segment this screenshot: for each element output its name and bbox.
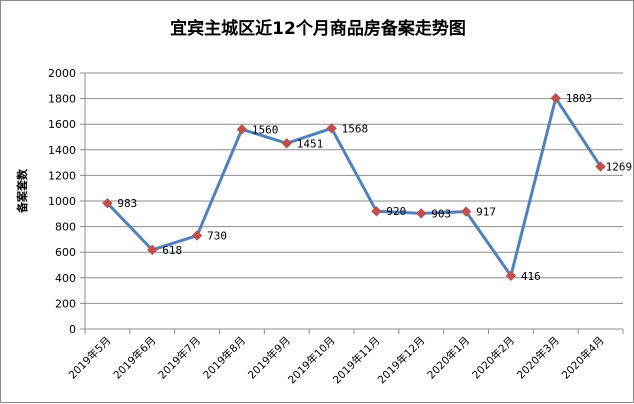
- y-tick-label: 1800: [48, 93, 76, 106]
- x-tick-label: 2019年5月: [66, 334, 114, 382]
- data-label: 618: [162, 244, 182, 257]
- series-line: [106, 96, 602, 278]
- data-label: 1560: [252, 123, 279, 136]
- x-tick-label: 2020年4月: [559, 334, 607, 382]
- data-markers: [102, 93, 606, 281]
- y-tick-label: 1200: [48, 169, 76, 182]
- data-point: [505, 270, 517, 281]
- series-line-group: [106, 96, 602, 278]
- data-label: 920: [386, 205, 406, 218]
- x-tick-label: 2019年7月: [156, 334, 204, 382]
- data-point: [416, 208, 427, 219]
- data-label: 903: [431, 207, 451, 220]
- data-point: [460, 206, 472, 217]
- data-label: 917: [476, 206, 496, 219]
- y-axis-label: 备案套数: [15, 168, 29, 214]
- chart-title: 宜宾主城区近12个月商品房备案走势图: [170, 18, 466, 39]
- y-tick-label: 2000: [48, 67, 76, 80]
- data-label: 730: [207, 230, 227, 243]
- x-tick-label: 2019年6月: [111, 334, 159, 382]
- data-label: 1803: [566, 92, 593, 105]
- data-point: [236, 124, 248, 135]
- y-tick-label: 0: [69, 323, 76, 336]
- x-tick-label: 2019年11月: [330, 334, 382, 386]
- y-tick-label: 200: [55, 297, 76, 310]
- data-point: [147, 244, 158, 256]
- data-point: [371, 206, 382, 217]
- data-point: [102, 197, 113, 209]
- x-tick-label: 2020年1月: [425, 334, 473, 382]
- x-tick-label: 2019年12月: [375, 334, 427, 386]
- data-label: 1568: [342, 122, 369, 135]
- y-tick-label: 1000: [48, 195, 76, 208]
- data-label: 1269: [606, 161, 633, 174]
- y-tick-label: 1600: [48, 118, 76, 131]
- x-tick-labels: 2019年5月2019年6月2019年7月2019年8月2019年9月2019年…: [66, 334, 607, 386]
- data-point: [281, 138, 292, 149]
- gridlines: [85, 72, 623, 304]
- y-tick-label: 800: [55, 221, 76, 234]
- y-tick-label: 400: [55, 272, 76, 285]
- data-point: [550, 93, 561, 104]
- x-tick-label: 2020年2月: [469, 334, 517, 382]
- data-label: 1451: [297, 137, 324, 150]
- data-labels: 983 618 730 1560 1451 1568 920 903 917 416 1803 126…: [117, 92, 632, 283]
- x-tick-label: 2020年3月: [514, 334, 562, 382]
- x-tick-label: 2019年8月: [200, 334, 248, 382]
- x-tick-label: 2019年9月: [245, 334, 293, 382]
- data-label: 983: [117, 197, 137, 210]
- x-tick-label: 2019年10月: [285, 334, 337, 386]
- data-point: [326, 123, 337, 134]
- axes: [80, 72, 624, 334]
- y-tick-label: 1400: [48, 144, 76, 157]
- y-tick-labels: 0 200 400 600 800 1000 1200 1400 1600 1800 2000: [48, 67, 76, 336]
- data-point: [595, 161, 606, 172]
- data-label: 416: [521, 270, 541, 283]
- y-tick-label: 600: [55, 246, 76, 259]
- data-point: [191, 230, 203, 241]
